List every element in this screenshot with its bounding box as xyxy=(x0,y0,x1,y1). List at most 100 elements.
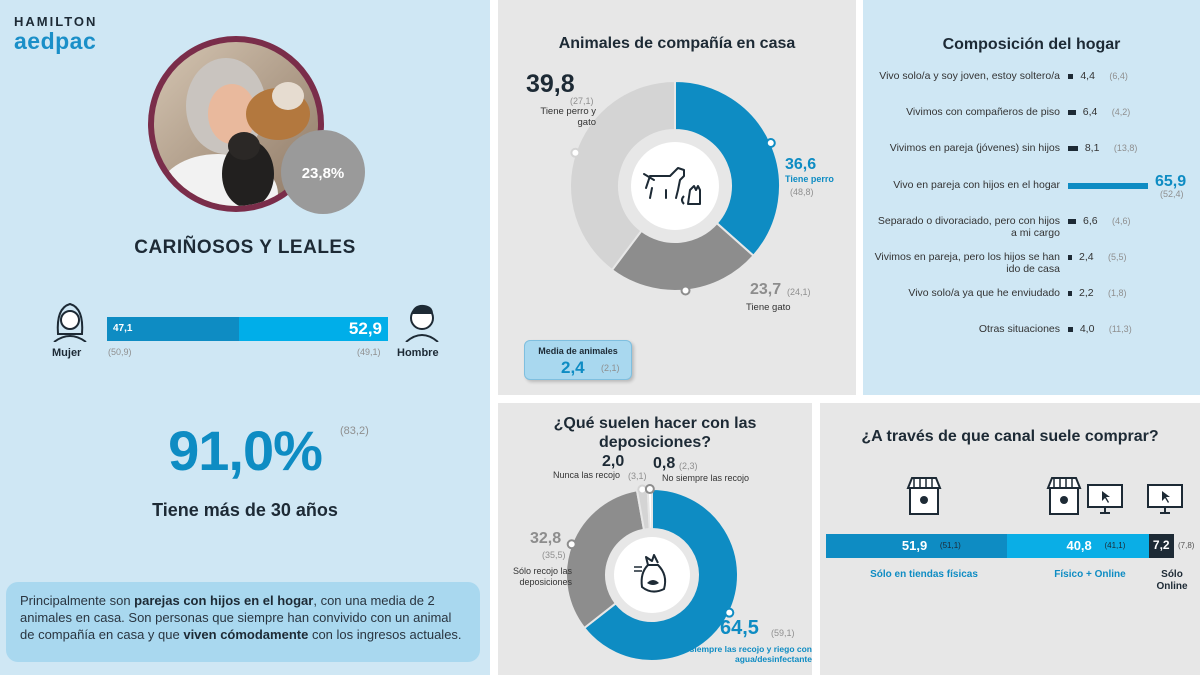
pets-cat-label: Tiene gato xyxy=(746,302,791,313)
household-row: Vivo solo/a y soy joven, estoy soltero/a… xyxy=(863,68,1200,90)
depositions-marker-1 xyxy=(566,539,577,550)
brand-hamilton: HAMILTON xyxy=(14,14,98,29)
pets-marker-0 xyxy=(765,137,776,148)
household-row: Vivo en pareja con hijos en el hogar 65,9… xyxy=(863,173,1200,199)
summary-text-3: con los ingresos actuales. xyxy=(308,627,462,642)
pets-slice-2 xyxy=(569,79,676,272)
household-row: Vivimos con compañeros de piso 6,4 (4,2) xyxy=(863,104,1200,126)
average-pets-label: Media de animales xyxy=(538,346,618,356)
dep-never-label: Nunca las recojo xyxy=(553,470,621,480)
brand-aedpac: aedpac xyxy=(14,28,97,54)
household-chart-title: Composición del hogar xyxy=(942,36,1121,53)
women-label: Mujer xyxy=(52,347,82,359)
pets-cat-value: 23,7 xyxy=(750,281,782,298)
average-pets-box: Media de animales 2,4 (2,1) xyxy=(524,340,632,380)
pets-dog-label: Tiene perro xyxy=(785,174,834,184)
women-value: 47,1 xyxy=(113,323,133,334)
household-row-label: Separado o divoraciado, pero con hijos a… xyxy=(877,214,1060,239)
channel-panel: ¿A través de que canal suele comprar? 51… xyxy=(820,403,1200,675)
depositions-donut-chart xyxy=(565,484,739,662)
household-bar xyxy=(1068,146,1078,152)
store-icon xyxy=(906,477,942,515)
depositions-slice-0 xyxy=(582,487,739,662)
pets-dog-ref: (48,8) xyxy=(790,187,814,197)
pets-both-value: 39,8 xyxy=(526,70,575,98)
dep-only-ref: (35,5) xyxy=(542,550,566,560)
household-value: 6,4 xyxy=(1082,106,1098,119)
poop-bag-icon xyxy=(634,554,667,593)
depositions-marker-3 xyxy=(644,484,655,495)
household-ref: (13,8) xyxy=(1113,143,1138,154)
pets-marker-1 xyxy=(680,285,691,296)
men-value: 52,9 xyxy=(348,319,382,338)
channel-bar-segment: 51,9 (51,1) xyxy=(826,534,1007,558)
household-row: Vivo solo/a ya que he enviudado 2,2 (1,8) xyxy=(863,285,1200,307)
channel-value: 7,2 xyxy=(1152,538,1170,552)
woman-icon xyxy=(53,302,87,342)
channel-category-label: Sólo en tiendas físicas xyxy=(870,569,978,580)
owner-with-pets-photo: 23,8% xyxy=(148,36,365,214)
channel-category-label: Sólo Online xyxy=(1156,569,1188,592)
channel-stacked-bar: 51,9 (51,1) 40,8 (41,1) 7,2 (7,8) xyxy=(826,534,1194,558)
women-bar-segment xyxy=(107,317,239,341)
household-bar xyxy=(1068,74,1074,79)
profile-panel: HAMILTON aedpac 23,8% CARIÑOSOS Y LEALES xyxy=(0,0,490,675)
household-bar xyxy=(1068,182,1148,189)
gender-bar: 47,1 52,9 xyxy=(107,317,388,341)
channel-ref: (51,1) xyxy=(939,541,961,550)
average-pets-value: 2,4 xyxy=(561,358,585,377)
household-row: Separado o divoraciado, pero con hijos a… xyxy=(863,213,1200,239)
household-ref: (6,4) xyxy=(1109,71,1128,81)
summary-callout: Principalmente son parejas con hijos en … xyxy=(6,582,480,662)
men-label: Hombre xyxy=(397,347,439,359)
pets-donut-chart xyxy=(569,79,781,296)
dep-notalways-label: No siempre las recojo xyxy=(662,473,750,483)
computer-monitor-icon xyxy=(1087,484,1123,514)
summary-text-1: Principalmente son xyxy=(20,593,135,608)
household-bar xyxy=(1068,218,1076,224)
dep-never-ref: (3,1) xyxy=(628,471,647,481)
household-row-label: Vivimos con compañeros de piso xyxy=(906,106,1060,119)
household-ref: (52,4) xyxy=(1160,188,1184,199)
men-ref: (49,1) xyxy=(357,347,381,357)
depositions-slice-1 xyxy=(565,489,646,630)
household-ref: (11,3) xyxy=(1108,324,1132,335)
profile-heading: CARIÑOSOS Y LEALES xyxy=(134,237,356,258)
household-bar xyxy=(1068,255,1072,260)
dep-only-label: Sólo recojo las deposiciones xyxy=(512,566,572,587)
depositions-marker-0 xyxy=(724,607,735,618)
pets-chart-title: Animales de compañía en casa xyxy=(558,35,796,52)
dep-notalways-ref: (2,3) xyxy=(679,461,698,471)
dep-never-value: 2,0 xyxy=(602,453,625,470)
pets-slice-1 xyxy=(610,221,755,292)
household-value: 4,0 xyxy=(1079,323,1095,336)
dep-notalways-value: 0,8 xyxy=(653,455,676,472)
household-row-label: Vivo solo/a ya que he enviudado xyxy=(908,287,1060,300)
dep-always-ref: (59,1) xyxy=(771,628,795,638)
household-row: Vivimos en pareja, pero los hijos se han… xyxy=(863,249,1200,275)
household-value: 2,4 xyxy=(1079,251,1094,263)
household-value: 6,6 xyxy=(1083,214,1098,227)
household-ref: (4,2) xyxy=(1111,107,1131,118)
pets-marker-2 xyxy=(570,147,581,158)
summary-text-2: , con una media de 2 animales en casa. S… xyxy=(20,593,452,642)
household-row: Otras situaciones 4,0 (11,3) xyxy=(863,321,1200,343)
household-row-label: Vivo solo/a y soy joven, estoy soltero/a xyxy=(879,70,1060,82)
pets-slice-0 xyxy=(674,79,781,258)
household-row-label: Vivimos en pareja, pero los hijos se han… xyxy=(874,251,1060,275)
dep-always-label: siempre las recojo y riego con agua/desi… xyxy=(689,644,812,664)
channel-bar-segment: 40,8 (41,1) xyxy=(1006,534,1149,558)
household-value: 2,2 xyxy=(1079,287,1094,300)
photo-badge-value: 23,8% xyxy=(302,165,345,182)
store-icon-2 xyxy=(1046,477,1082,515)
age-ref: (83,2) xyxy=(340,425,369,437)
dep-only-value: 32,8 xyxy=(530,530,562,547)
pets-panel: Animales de compañía en casa 39,8 (27,1)… xyxy=(498,0,856,395)
pets-both-ref: (27,1) xyxy=(570,96,594,106)
household-value: 4,4 xyxy=(1080,70,1095,82)
household-row-label: Vivimos en pareja (jóvenes) sin hijos xyxy=(889,142,1060,155)
channel-category-label: Físico + Online xyxy=(1054,569,1126,580)
summary-bold-2: viven cómodamente xyxy=(183,627,309,642)
dog-and-cat-icon xyxy=(643,167,701,205)
depositions-donut-hole xyxy=(614,537,690,613)
